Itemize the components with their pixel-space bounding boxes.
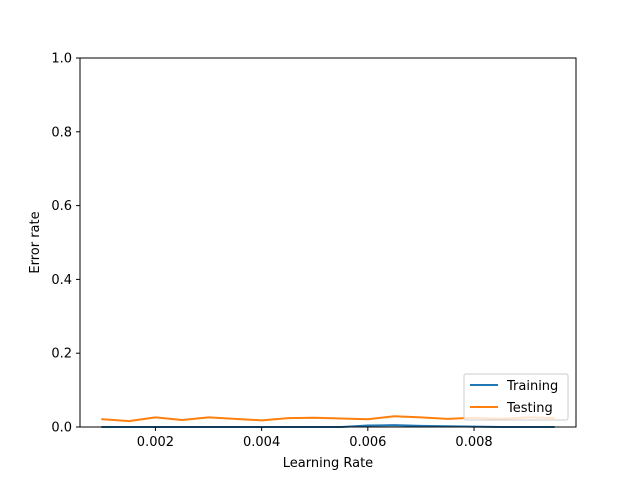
y-tick-label: 0.0 [51,421,72,436]
plot-frame [79,57,577,428]
legend-label-training: Training [506,379,558,394]
y-tick-label: 0.2 [51,347,72,362]
plot-area-background [80,58,576,427]
x-axis-label: Learning Rate [283,456,373,471]
axis-layer: 0.002 0.004 0.006 0.008 0.0 0.2 0.4 0.6 0.8 1.0 [51,52,492,451]
x-tick-label: 0.006 [349,435,386,450]
x-tick-label: 0.002 [137,435,174,450]
y-tick-label: 1.0 [51,52,72,67]
y-tick-label: 0.4 [51,273,72,288]
x-tick-label: 0.004 [243,435,280,450]
y-axis-label: Error rate [28,211,43,273]
x-tick-label: 0.008 [455,435,492,450]
legend-label-testing: Testing [506,401,553,416]
legend: Training Testing [463,373,569,421]
y-tick-label: 0.8 [51,125,72,140]
y-tick-label: 0.6 [51,199,72,214]
